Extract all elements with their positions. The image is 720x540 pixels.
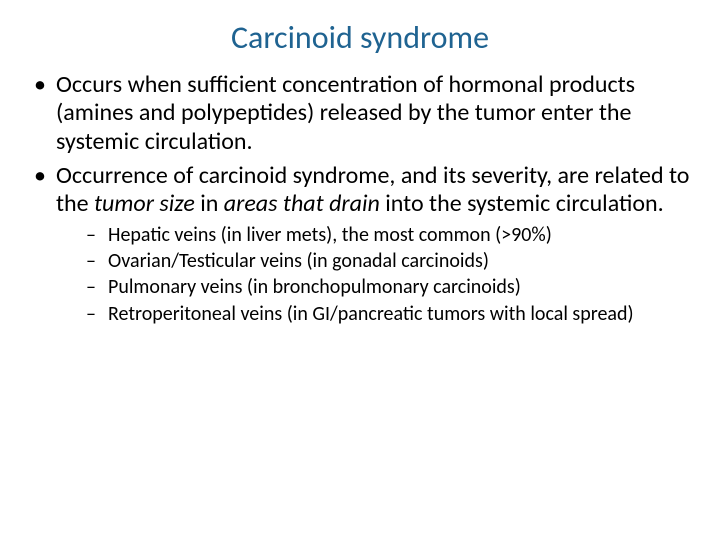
bullet-text-em: areas that drain — [224, 189, 380, 218]
sub-bullet-text: Pulmonary veins (in bronchopulmonary car… — [108, 275, 521, 299]
sub-bullet-item: Pulmonary veins (in bronchopulmonary car… — [86, 275, 700, 299]
sub-bullet-text: Retroperitoneal veins (in GI/pancreatic … — [108, 302, 634, 326]
bullet-text-em: tumor size — [94, 189, 195, 218]
bullet-item: Occurrence of carcinoid syndrome, and it… — [34, 162, 700, 326]
sub-bullet-text: Hepatic veins (in liver mets), the most … — [108, 223, 552, 247]
sub-bullet-item: Ovarian/Testicular veins (in gonadal car… — [86, 249, 700, 273]
bullet-list: Occurs when sufficient concentration of … — [20, 71, 700, 326]
bullet-item: Occurs when sufficient concentration of … — [34, 71, 700, 156]
slide: Carcinoid syndrome Occurs when sufficien… — [0, 0, 720, 540]
bullet-text: Occurs when sufficient concentration of … — [56, 70, 635, 156]
sub-bullet-text: Ovarian/Testicular veins (in gonadal car… — [108, 249, 489, 273]
sub-bullet-list: Hepatic veins (in liver mets), the most … — [56, 223, 700, 327]
sub-bullet-item: Hepatic veins (in liver mets), the most … — [86, 223, 700, 247]
sub-bullet-item: Retroperitoneal veins (in GI/pancreatic … — [86, 302, 700, 326]
slide-title: Carcinoid syndrome — [20, 18, 700, 57]
bullet-text-post: into the systemic circulation. — [380, 189, 664, 218]
bullet-text-mid: in — [195, 189, 224, 218]
